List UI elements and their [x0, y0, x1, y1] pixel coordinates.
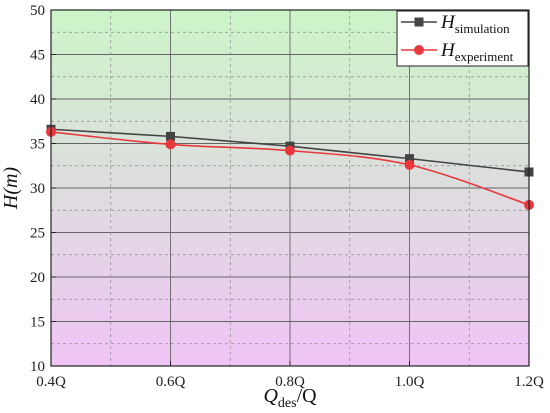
y-tick-label: 15: [30, 315, 45, 331]
legend-marker-simulation: [414, 17, 424, 27]
y-tick-label: 25: [30, 226, 45, 242]
x-tick-label: 0.6Q: [156, 374, 186, 390]
data-point-experiment: [165, 139, 176, 150]
data-point-simulation: [166, 131, 175, 141]
x-axis-title-sub: des: [278, 396, 297, 411]
legend-label-simulation-main: H: [440, 12, 456, 33]
legend-label-experiment: Hexperiment: [440, 40, 514, 64]
y-tick-label: 10: [30, 359, 45, 375]
x-tick-label: 1.2Q: [514, 374, 544, 390]
tick-labels: 10 15 20 25 30 35 40 45 50 0.4Q 0.6Q 0.8Q 1.0Q 1.2Q: [30, 3, 544, 390]
legend-label-simulation-sub: simulation: [455, 21, 510, 36]
y-tick-label: 35: [30, 137, 45, 153]
x-tick-label: 0.4Q: [36, 374, 66, 390]
y-tick-label: 45: [30, 48, 45, 64]
legend-label-experiment-main: H: [440, 40, 456, 61]
data-point-simulation: [405, 154, 414, 164]
x-tick-label: 1.0Q: [395, 374, 425, 390]
x-tick-label: 0.8Q: [275, 374, 305, 390]
legend-marker-experiment: [414, 45, 424, 55]
data-point-experiment: [404, 159, 415, 170]
x-axis-title: Qdes/Q: [263, 385, 317, 411]
legend-label-simulation: Hsimulation: [440, 12, 510, 36]
x-axis-title-main: Q: [263, 385, 278, 407]
y-tick-label: 30: [30, 181, 45, 197]
legend: Hsimulation Hexperiment: [396, 10, 529, 67]
y-axis-title: H(m): [0, 167, 22, 211]
grid: [51, 10, 529, 366]
y-tick-label: 50: [30, 3, 45, 19]
x-axis-title-tail: /Q: [297, 385, 318, 407]
legend-label-experiment-sub: experiment: [455, 49, 514, 64]
y-tick-label: 20: [30, 270, 45, 286]
y-tick-label: 40: [30, 92, 45, 108]
series-layer: [46, 124, 534, 210]
data-point-experiment: [285, 145, 295, 156]
